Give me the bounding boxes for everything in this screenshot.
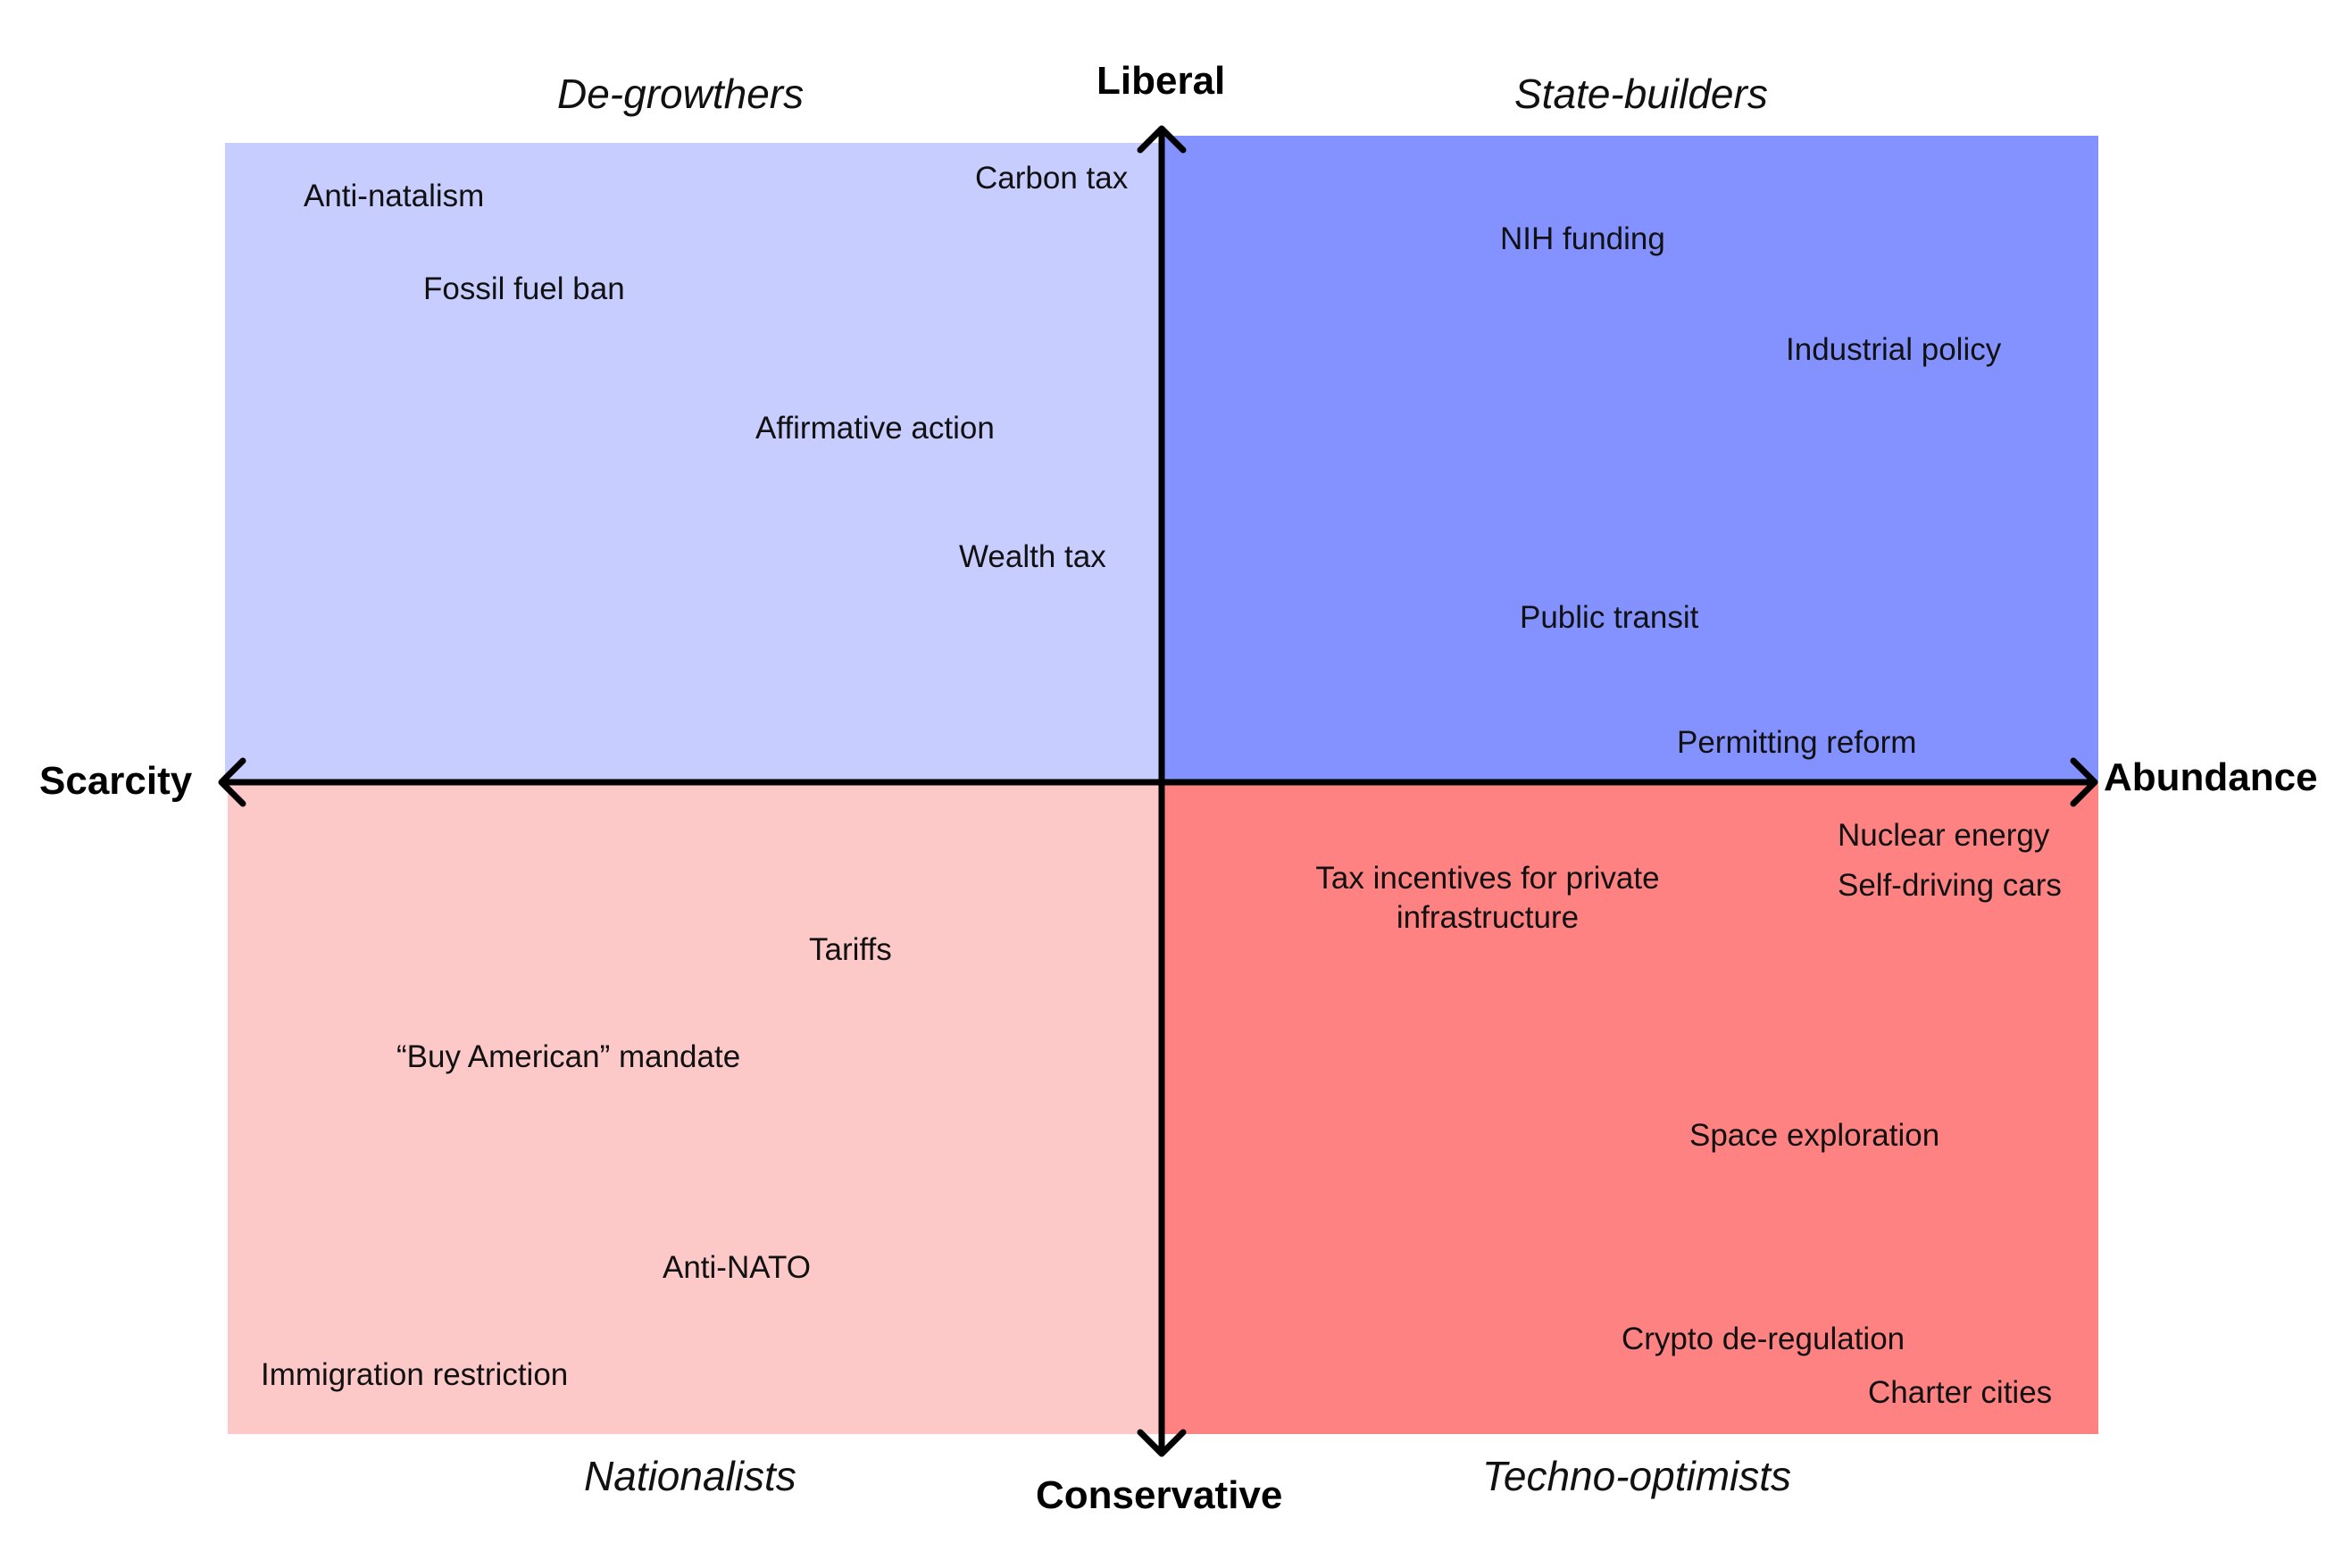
policy-wealth-tax: Wealth tax bbox=[959, 539, 1106, 574]
policy-space-exploration: Space exploration bbox=[1689, 1118, 1940, 1153]
group-label-de-growthers: De-growthers bbox=[557, 71, 805, 117]
axis-label-liberal: Liberal bbox=[1096, 59, 1226, 103]
policy-anti-natalism: Anti-natalism bbox=[304, 179, 485, 213]
policy-crypto-deregulation: Crypto de-regulation bbox=[1622, 1322, 1905, 1356]
group-label-state-builders: State-builders bbox=[1514, 71, 1768, 117]
right-arrowhead bbox=[2070, 757, 2098, 807]
axis-label-conservative: Conservative bbox=[1036, 1473, 1283, 1517]
policy-permitting-reform: Permitting reform bbox=[1677, 725, 1917, 760]
left-arrowhead bbox=[218, 757, 246, 807]
policy-anti-nato: Anti-NATO bbox=[663, 1250, 811, 1285]
quadrant-conservative-scarcity bbox=[228, 782, 1161, 1434]
policy-tax-incentives-line1: Tax incentives for private bbox=[1315, 861, 1660, 896]
policy-immigration-restriction: Immigration restriction bbox=[261, 1357, 569, 1392]
policy-self-driving-cars: Self-driving cars bbox=[1838, 868, 2062, 903]
axis-label-abundance: Abundance bbox=[2104, 755, 2318, 799]
group-label-techno-optimists: Techno-optimists bbox=[1482, 1453, 1792, 1499]
policy-charter-cities: Charter cities bbox=[1868, 1375, 2053, 1410]
bottom-arrowhead bbox=[1137, 1429, 1187, 1457]
policy-tax-incentives: Tax incentives for private infrastructur… bbox=[1309, 859, 1666, 938]
quadrant-conservative-abundance bbox=[1161, 782, 2098, 1434]
policy-affirmative-action: Affirmative action bbox=[755, 411, 995, 446]
policy-buy-american: “Buy American” mandate bbox=[396, 1039, 741, 1074]
policy-tax-incentives-line2: infrastructure bbox=[1396, 900, 1580, 935]
axis-label-scarcity: Scarcity bbox=[39, 759, 193, 803]
top-arrowhead bbox=[1137, 125, 1187, 154]
policy-carbon-tax: Carbon tax bbox=[975, 161, 1129, 196]
policy-nuclear-energy: Nuclear energy bbox=[1838, 818, 2050, 853]
policy-industrial-policy: Industrial policy bbox=[1786, 332, 2002, 367]
policy-tariffs: Tariffs bbox=[809, 932, 892, 967]
policy-nih-funding: NIH funding bbox=[1500, 221, 1665, 256]
policy-fossil-fuel-ban: Fossil fuel ban bbox=[423, 271, 625, 306]
quadrant-liberal-scarcity bbox=[225, 143, 1161, 782]
policy-public-transit: Public transit bbox=[1520, 600, 1699, 635]
group-label-nationalists: Nationalists bbox=[584, 1453, 796, 1499]
quadrant-liberal-abundance bbox=[1161, 136, 2098, 782]
